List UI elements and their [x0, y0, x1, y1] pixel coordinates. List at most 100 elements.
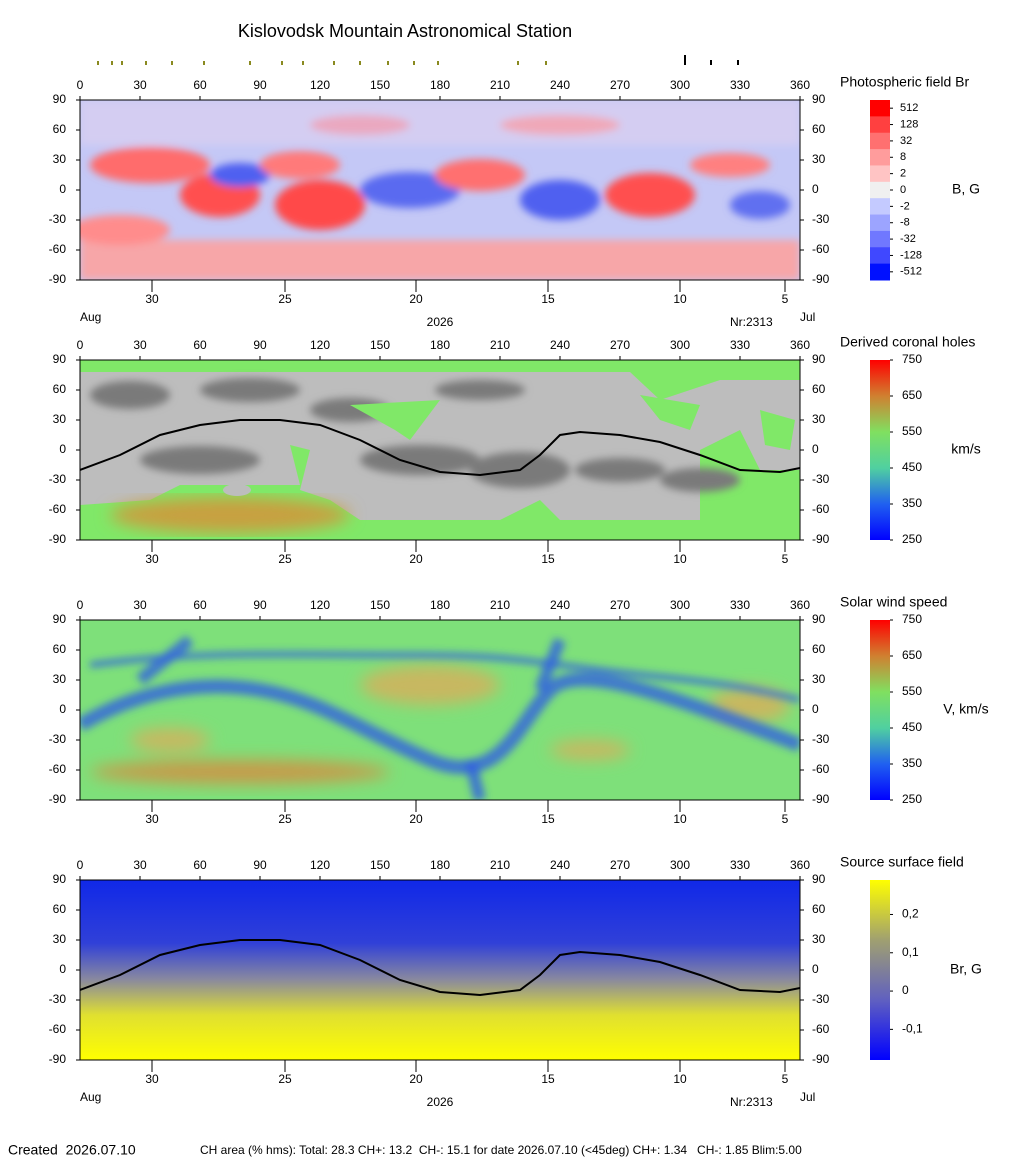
y-tick-label: -90: [49, 1052, 67, 1066]
x-tick-label: 0: [77, 858, 84, 872]
x-tick-label: 120: [310, 338, 330, 352]
y-tick-label-right: -30: [812, 212, 830, 226]
bottom-label: Nr:2313: [730, 1095, 773, 1109]
y-tick-label: 0: [59, 702, 66, 716]
field-map: [80, 100, 800, 280]
y-tick-label-right: -30: [812, 472, 830, 486]
y-tick-label: 30: [53, 412, 67, 426]
x-tick-label: 270: [610, 858, 630, 872]
x-tick-label: 90: [253, 338, 267, 352]
x-tick-label: 60: [193, 858, 207, 872]
colorbar-swatch: [870, 263, 890, 281]
colorbar-tick-label: 0,2: [902, 907, 919, 921]
x-tick-label: 120: [310, 598, 330, 612]
colorbar-swatch: [870, 198, 890, 216]
y-tick-label-right: -60: [812, 1022, 830, 1036]
y-tick-label: 90: [53, 872, 67, 886]
y-tick-label-right: 90: [812, 352, 826, 366]
y-tick-label: 30: [53, 672, 67, 686]
x-tick-label: 300: [670, 598, 690, 612]
x-tick-label: 180: [430, 598, 450, 612]
y-tick-label: -90: [49, 272, 67, 286]
y-tick-label: 60: [53, 902, 67, 916]
colorbar: [870, 880, 890, 1060]
y-tick-label: -30: [49, 472, 67, 486]
colorbar-tick-label: 550: [902, 684, 922, 698]
colorbar-tick-label: 250: [902, 792, 922, 806]
y-tick-label: 90: [53, 92, 67, 106]
neutral-line: [80, 419, 800, 477]
date-tick-label: 10: [673, 292, 687, 306]
x-tick-label: 360: [790, 858, 810, 872]
date-tick-label: 5: [782, 1072, 789, 1086]
colorbar-tick-label: 32: [900, 135, 912, 147]
y-tick-label-right: -90: [812, 1052, 830, 1066]
date-tick-label: 20: [409, 292, 423, 306]
colorbar-tick-label: 512: [900, 102, 918, 114]
colorbar-title: Photospheric field Br: [840, 74, 970, 90]
date-tick-label: 25: [278, 1072, 292, 1086]
y-tick-label-right: 0: [812, 702, 819, 716]
x-tick-label: 240: [550, 338, 570, 352]
x-tick-label: 360: [790, 78, 810, 92]
bottom-label: 2026: [427, 315, 454, 329]
colorbar-tick-label: 650: [902, 648, 922, 662]
x-tick-label: 60: [193, 598, 207, 612]
x-tick-label: 210: [490, 78, 510, 92]
y-tick-label: -60: [49, 502, 67, 516]
date-tick-label: 5: [782, 552, 789, 566]
x-tick-label: 360: [790, 338, 810, 352]
date-tick-label: 15: [541, 1072, 555, 1086]
date-tick-label: 15: [541, 812, 555, 826]
colorbar-tick-label: -512: [900, 266, 922, 278]
colorbar-tick-label: 450: [902, 460, 922, 474]
x-tick-label: 210: [490, 598, 510, 612]
x-tick-label: 240: [550, 78, 570, 92]
x-tick-label: 0: [77, 78, 84, 92]
y-tick-label-right: 60: [812, 902, 826, 916]
colorbar-tick-label: 0: [900, 184, 906, 196]
date-tick-label: 25: [278, 812, 292, 826]
neutral-line: [80, 939, 800, 997]
x-tick-label: 180: [430, 858, 450, 872]
ch-stats: CH area (% hms): Total: 28.3 CH+: 13.2 C…: [200, 1143, 802, 1157]
source-field-map: [80, 880, 800, 1060]
colorbar-label: Br, G: [950, 961, 982, 977]
colorbar-label: V, km/s: [943, 701, 988, 717]
colorbar-tick-label: 650: [902, 388, 922, 402]
date-tick-label: 30: [145, 292, 159, 306]
y-tick-label-right: 30: [812, 932, 826, 946]
y-tick-label-right: 30: [812, 152, 826, 166]
y-tick-label-right: 90: [812, 92, 826, 106]
x-tick-label: 30: [133, 598, 147, 612]
y-tick-label-right: 90: [812, 612, 826, 626]
date-tick-label: 15: [541, 552, 555, 566]
bottom-label: Jul: [800, 310, 815, 324]
y-tick-label-right: 0: [812, 962, 819, 976]
colorbar-tick-label: -2: [900, 200, 910, 212]
x-tick-label: 210: [490, 858, 510, 872]
date-tick-label: 20: [409, 812, 423, 826]
date-tick-label: 10: [673, 1072, 687, 1086]
x-tick-label: 0: [77, 598, 84, 612]
colorbar-swatch: [870, 247, 890, 265]
colorbar-tick-label: 8: [900, 151, 906, 163]
x-tick-label: 300: [670, 858, 690, 872]
x-tick-label: 240: [550, 598, 570, 612]
x-tick-label: 300: [670, 338, 690, 352]
bottom-label: 2026: [427, 1095, 454, 1109]
y-tick-label-right: -90: [812, 792, 830, 806]
colorbar-swatch: [870, 132, 890, 150]
colorbar-tick-label: -128: [900, 249, 922, 261]
x-tick-label: 90: [253, 858, 267, 872]
coronal-hole-map: [80, 360, 800, 540]
date-tick-label: 15: [541, 292, 555, 306]
colorbar-swatch: [870, 100, 890, 117]
y-tick-label-right: -30: [812, 732, 830, 746]
y-tick-label: 30: [53, 932, 67, 946]
y-tick-label-right: 30: [812, 672, 826, 686]
x-tick-label: 150: [370, 598, 390, 612]
x-tick-label: 150: [370, 858, 390, 872]
y-tick-label-right: -60: [812, 502, 830, 516]
colorbar-title: Solar wind speed: [840, 594, 947, 610]
